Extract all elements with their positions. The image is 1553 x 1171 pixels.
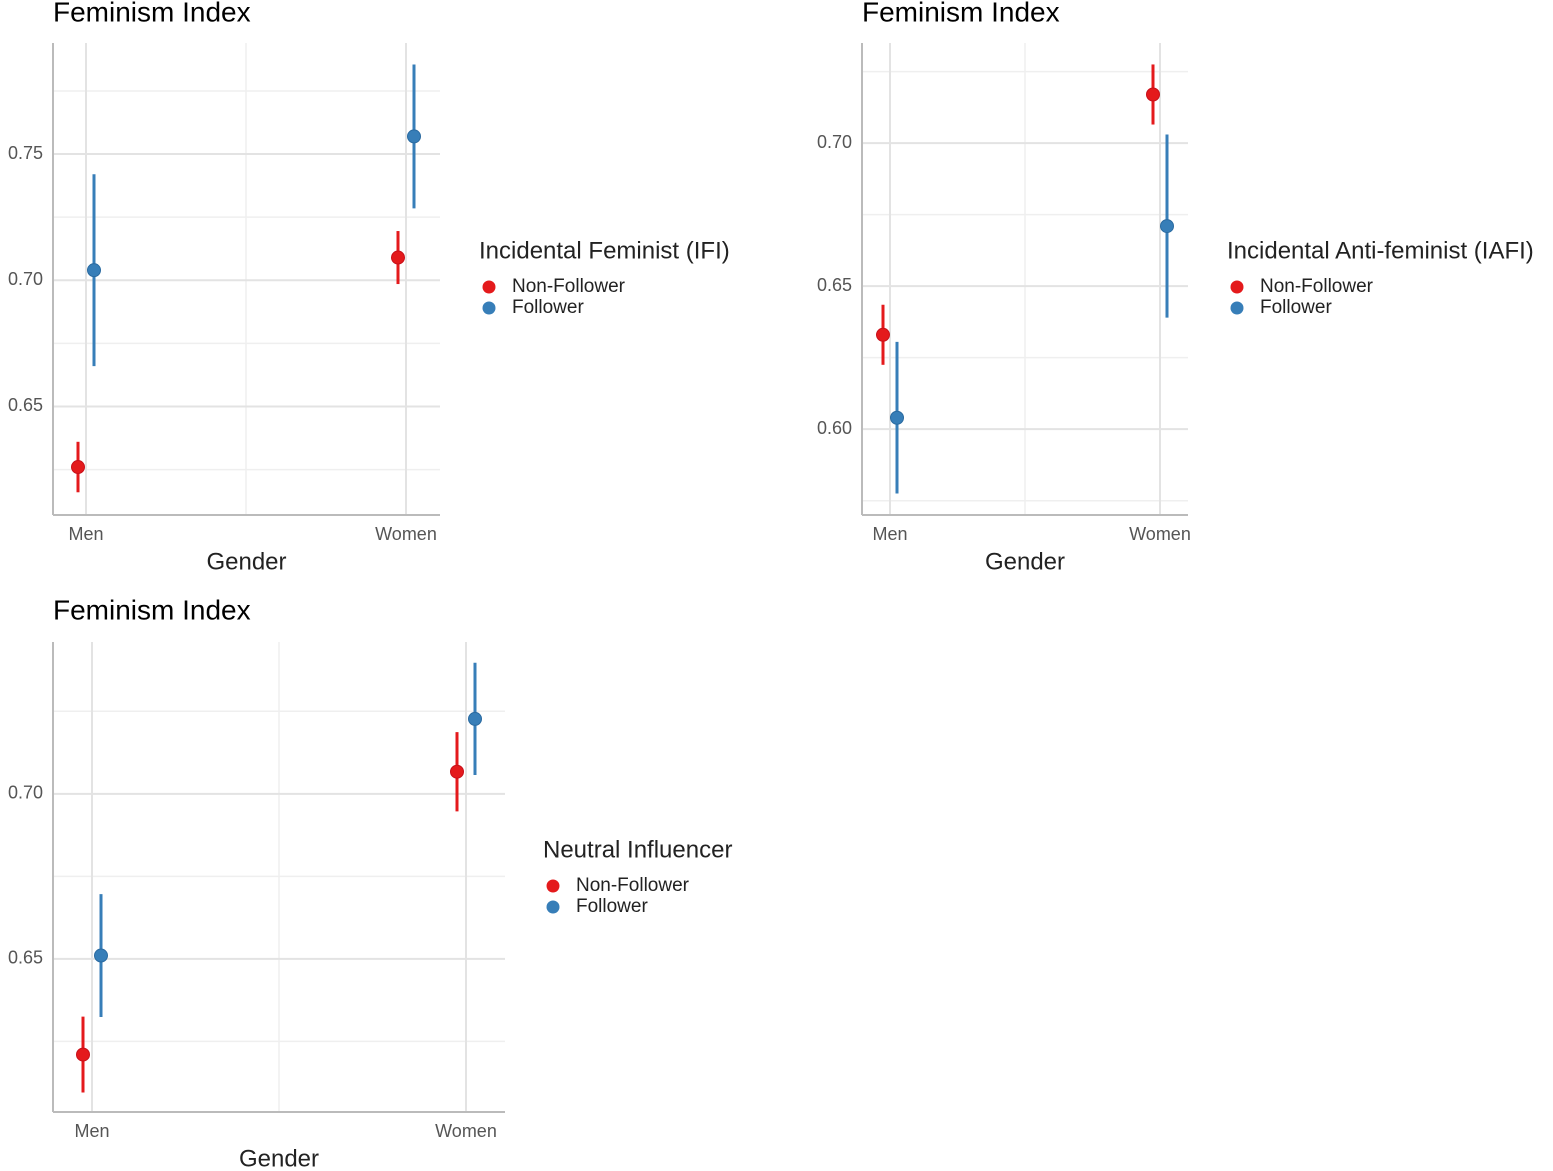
x-axis-title: Gender xyxy=(985,548,1065,575)
x-axis-title: Gender xyxy=(239,1145,319,1171)
legend-title: Neutral Influencer xyxy=(543,836,732,863)
point xyxy=(87,263,101,278)
y-tick-label: 0.60 xyxy=(817,418,852,438)
legend-label: Non-Follower xyxy=(1260,276,1374,297)
x-tick-label: Men xyxy=(68,524,103,544)
y-tick-label: 0.65 xyxy=(8,948,43,968)
chart-title: Feminism Index xyxy=(862,0,1060,27)
point xyxy=(1146,87,1160,102)
y-tick-label: 0.70 xyxy=(817,132,852,152)
legend-title: Incidental Feminist (IFI) xyxy=(479,237,730,264)
y-tick-label: 0.65 xyxy=(817,275,852,295)
chart-title: Feminism Index xyxy=(53,0,251,27)
legend-marker xyxy=(546,879,560,893)
legend-label: Follower xyxy=(512,297,584,318)
x-tick-label: Men xyxy=(74,1121,109,1141)
legend-marker xyxy=(482,280,496,294)
legend-marker xyxy=(546,900,560,914)
legend-marker xyxy=(1230,301,1244,315)
point xyxy=(391,250,405,265)
x-tick-label: Women xyxy=(375,524,437,544)
point xyxy=(76,1047,90,1062)
legend-marker xyxy=(1230,280,1244,294)
point xyxy=(71,460,85,475)
y-tick-label: 0.70 xyxy=(8,783,43,803)
y-tick-label: 0.75 xyxy=(8,143,43,163)
point xyxy=(407,129,421,144)
y-tick-label: 0.65 xyxy=(8,395,43,415)
legend-label: Follower xyxy=(576,896,648,917)
x-tick-label: Women xyxy=(1129,524,1191,544)
legend-label: Non-Follower xyxy=(576,875,690,896)
point xyxy=(94,948,108,963)
point xyxy=(876,327,890,342)
x-tick-label: Women xyxy=(435,1121,497,1141)
y-tick-label: 0.70 xyxy=(8,269,43,289)
point xyxy=(468,711,482,726)
chart-title: Feminism Index xyxy=(53,594,251,625)
legend-label: Non-Follower xyxy=(512,276,626,297)
legend-marker xyxy=(482,301,496,315)
x-axis-title: Gender xyxy=(206,548,286,575)
legend-title: Incidental Anti-feminist (IAFI) xyxy=(1227,237,1534,264)
point xyxy=(450,764,464,779)
point xyxy=(890,410,904,425)
legend-label: Follower xyxy=(1260,297,1332,318)
point xyxy=(1160,219,1174,234)
x-tick-label: Men xyxy=(872,524,907,544)
